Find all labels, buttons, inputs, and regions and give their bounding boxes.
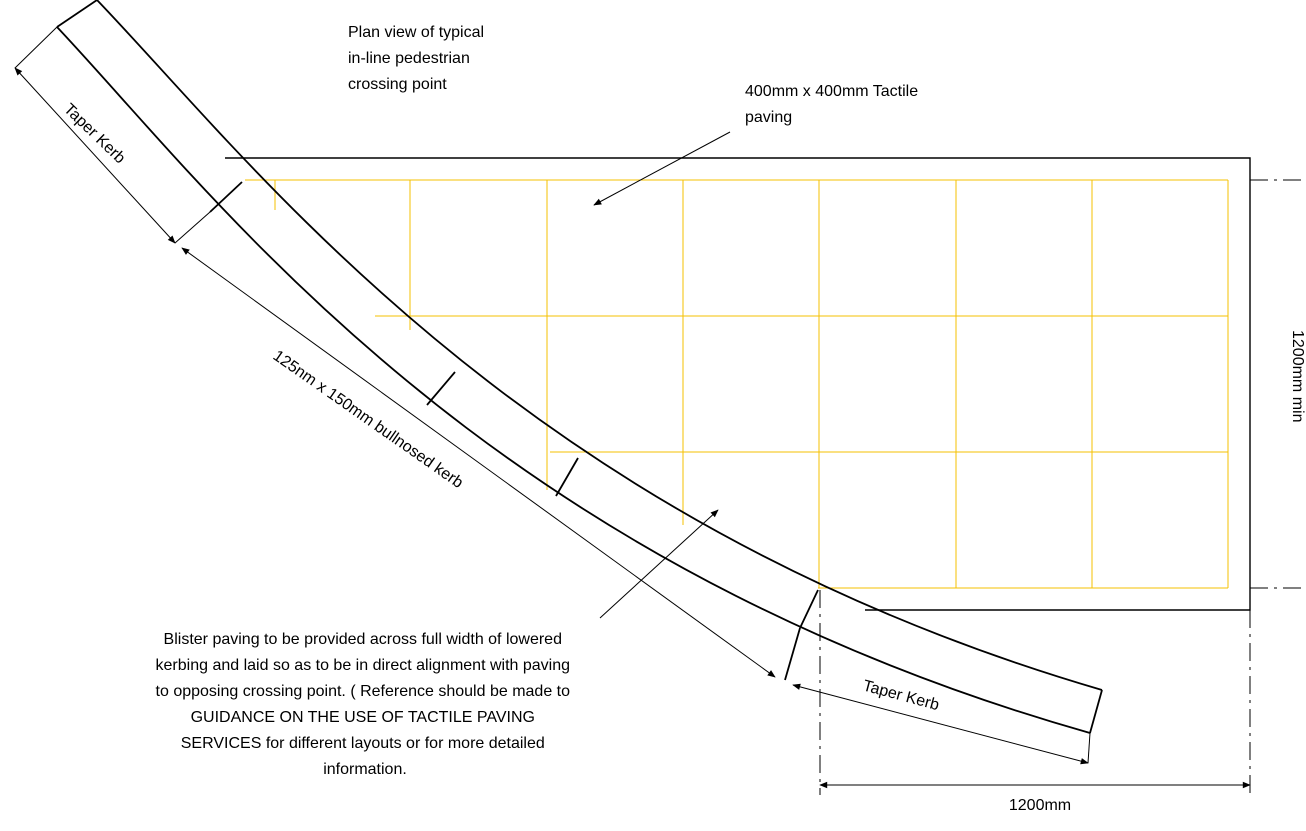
taper-kerb-top-dimension	[14, 67, 176, 244]
bullnosed-kerb-dimension	[181, 247, 776, 678]
right-dimension-label: 1200mm min	[1289, 330, 1306, 422]
tactile-paving-label: 400mm x 400mm Tactile paving	[745, 83, 923, 126]
blister-leader-arrow	[599, 509, 719, 619]
leader-arrows	[593, 131, 731, 619]
plan-view-title: Plan view of typical in-line pedestrian …	[348, 24, 489, 93]
blister-paving-note: Blister paving to be provided across ful…	[156, 631, 575, 778]
tactile-paving-grid	[245, 179, 1229, 589]
footway-outline	[225, 157, 1251, 611]
taper-kerb-bottom-label: Taper Kerb	[861, 677, 941, 714]
footway-boundary	[225, 157, 1251, 611]
taper-kerb-bottom-dimension	[792, 683, 1089, 765]
kerb-line	[56, 0, 1103, 734]
bullnosed-kerb-label: 125nm x 150mm bullnosed kerb	[270, 347, 466, 492]
kerb-outer-edge	[96, 0, 1103, 691]
kerb-back-edge	[56, 26, 1091, 734]
dimension-lines	[14, 26, 1306, 795]
tactile-leader-arrow	[593, 131, 731, 206]
width-dimension-label: 1200mm	[1009, 797, 1071, 814]
taper-kerb-top-label: Taper Kerb	[60, 101, 128, 168]
